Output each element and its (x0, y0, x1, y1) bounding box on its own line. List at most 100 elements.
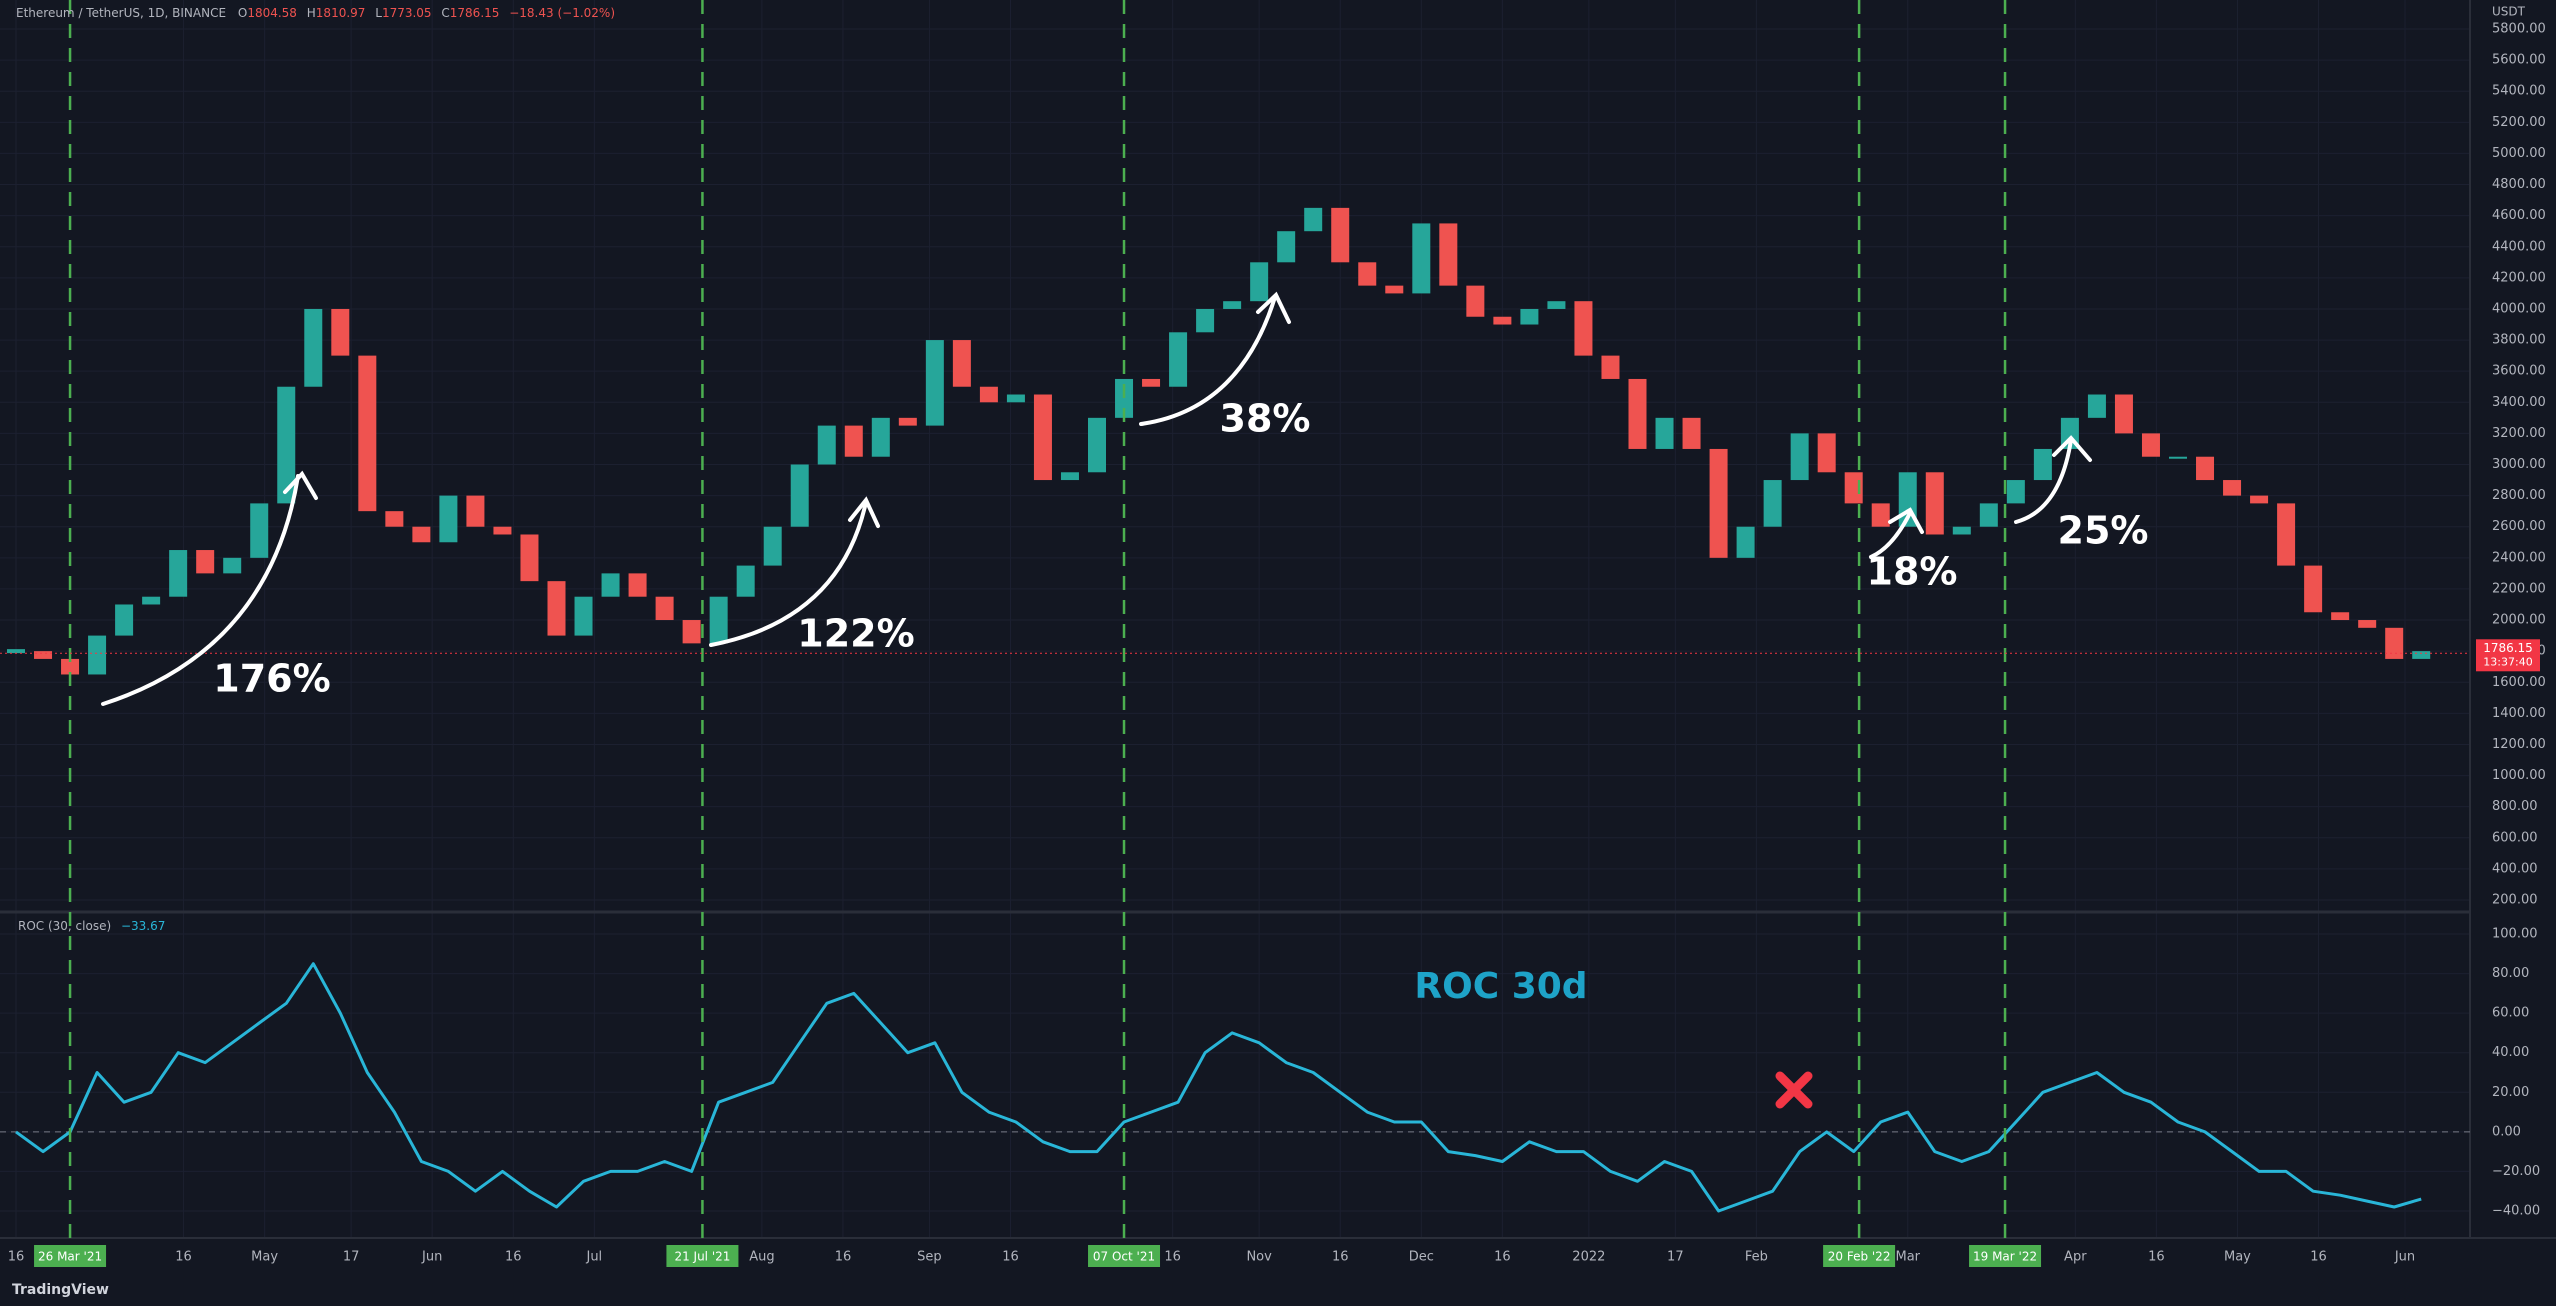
x-tick-label: Feb (1745, 1250, 1768, 1265)
candle (1466, 285, 1485, 317)
x-tick-label: Nov (1246, 1250, 1272, 1265)
arrow (101, 474, 300, 706)
candle (1871, 503, 1890, 527)
candle (1709, 448, 1728, 558)
last-price-box (2476, 639, 2540, 672)
candle (601, 573, 620, 597)
candle (169, 550, 188, 597)
indicator-value: −33.67 (121, 919, 165, 933)
axis-unit: USDT (2492, 5, 2526, 19)
y-tick-label: 1000.00 (2492, 768, 2546, 783)
arrow (709, 500, 868, 647)
x-tick-label: 16 (8, 1250, 25, 1265)
y-tick-label: 4800.00 (2492, 177, 2546, 192)
event-label-box (1969, 1245, 2042, 1267)
annotation: 18% (1867, 550, 1958, 594)
x-tick-label: 16 (835, 1250, 852, 1265)
y-tick-label: 40.00 (2492, 1045, 2529, 1060)
candle (1412, 223, 1431, 294)
brand: TradingView (12, 1282, 109, 1298)
candle (1358, 262, 1377, 286)
countdown-label: 13:37:40 (2483, 655, 2532, 668)
event-label-box (666, 1245, 739, 1267)
candle (1250, 262, 1269, 302)
y-tick-label: 4200.00 (2492, 270, 2546, 285)
event-label-box (1088, 1245, 1161, 1267)
candle (2277, 503, 2296, 566)
y-tick-label: 5800.00 (2492, 22, 2546, 37)
candle (385, 511, 404, 527)
candle (1169, 332, 1188, 387)
x-tick-label: May (2224, 1250, 2251, 1265)
y-tick-label: 1200.00 (2492, 737, 2546, 752)
x-tick-label: 16 (1332, 1250, 1349, 1265)
candle (1817, 433, 1836, 473)
arrows (101, 291, 2092, 706)
y-tick-label: 2200.00 (2492, 581, 2546, 596)
candle (1439, 223, 1458, 286)
annotation: 25% (2058, 509, 2149, 553)
y-tick-label: 600.00 (2492, 830, 2538, 845)
candle (277, 386, 296, 504)
x-tick-label: 16 (175, 1250, 192, 1265)
candle (142, 596, 161, 605)
x-tick-label: 16 (1002, 1250, 1019, 1265)
candle (1682, 417, 1701, 449)
candle (925, 340, 944, 426)
candle (1223, 301, 1242, 309)
y-tick-label: 200.00 (2492, 893, 2538, 908)
y-tick-label: 3800.00 (2492, 333, 2546, 348)
candle (2006, 480, 2025, 504)
indicator-label: ROC (30, close) (18, 919, 111, 933)
x-tick-label: May (251, 1250, 278, 1265)
candle (2358, 620, 2377, 628)
candle (61, 658, 80, 675)
event-label: 20 Feb '22 (1828, 1250, 1891, 1264)
y-tick-label: −20.00 (2492, 1164, 2540, 1179)
y-tick-label: 2800.00 (2492, 488, 2546, 503)
cross-stroke (1775, 1071, 1813, 1109)
red-cross (1775, 1071, 1813, 1109)
candle (2250, 495, 2269, 504)
y-tick-label: 5200.00 (2492, 115, 2546, 130)
candle (196, 550, 215, 574)
candle (1115, 378, 1134, 418)
y-tick-label: 60.00 (2492, 1006, 2529, 1021)
candle (493, 526, 512, 535)
candle (628, 573, 647, 597)
event-label-box (34, 1245, 107, 1267)
candle (2196, 456, 2215, 481)
candle (1574, 301, 1593, 356)
ohlc-key: L (375, 6, 382, 20)
event-label: 07 Oct '21 (1093, 1250, 1155, 1264)
ohlc-value: 1810.97 (316, 6, 366, 20)
candle (1925, 472, 1944, 535)
x-tick-label: 16 (2148, 1250, 2165, 1265)
x-tick-label: Jun (2394, 1250, 2415, 1265)
candle (1628, 378, 1647, 449)
y-tick-label: 5000.00 (2492, 146, 2546, 161)
x-tick-label: 2022 (1572, 1250, 1605, 1265)
candle (1655, 417, 1674, 449)
candle (2033, 448, 2052, 481)
arrow-head (1888, 507, 1924, 534)
y-tick-label: 4600.00 (2492, 208, 2546, 223)
candle (952, 340, 971, 387)
ohlc-key: C (441, 6, 449, 20)
event-label: 21 Jul '21 (674, 1250, 730, 1264)
candle (34, 651, 53, 659)
y-tick-label: 3400.00 (2492, 395, 2546, 410)
candle (1033, 394, 1052, 481)
roc-line (15, 962, 2422, 1213)
ohlc-key: H (307, 6, 316, 20)
y-tick-label: 5600.00 (2492, 53, 2546, 68)
candle (2114, 394, 2133, 434)
event-label: 26 Mar '21 (38, 1250, 102, 1264)
candle (1088, 417, 1106, 473)
candle (2087, 394, 2106, 418)
candle (466, 495, 485, 527)
y-tick-label: 3000.00 (2492, 457, 2546, 472)
y-tick-label: 800.00 (2492, 799, 2538, 814)
